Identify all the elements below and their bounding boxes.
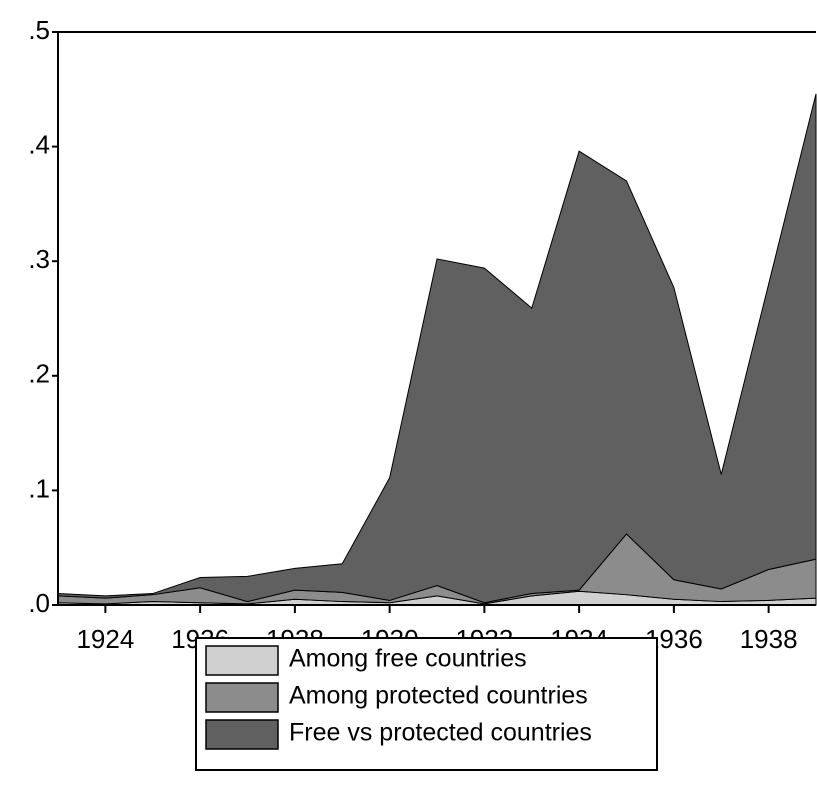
y-tick-label: .4 [28,129,50,159]
legend-label: Among protected countries [289,682,588,710]
y-tick-label: .2 [28,359,50,389]
legend-swatch [205,719,279,750]
area [57,93,817,604]
legend-swatch [205,682,279,713]
legend-label: Free vs protected countries [289,719,592,747]
y-tick-label: .3 [28,244,50,274]
legend-swatch [205,645,279,676]
legend: Among free countries Among protected coun… [195,637,658,771]
legend-label: Among free countries [289,645,527,673]
y-tick-label: .5 [28,15,50,45]
y-tick-label: .1 [28,473,50,503]
x-tick-label: 1938 [740,624,798,654]
x-tick-label: 1924 [76,624,134,654]
y-tick-label: .0 [28,588,50,618]
